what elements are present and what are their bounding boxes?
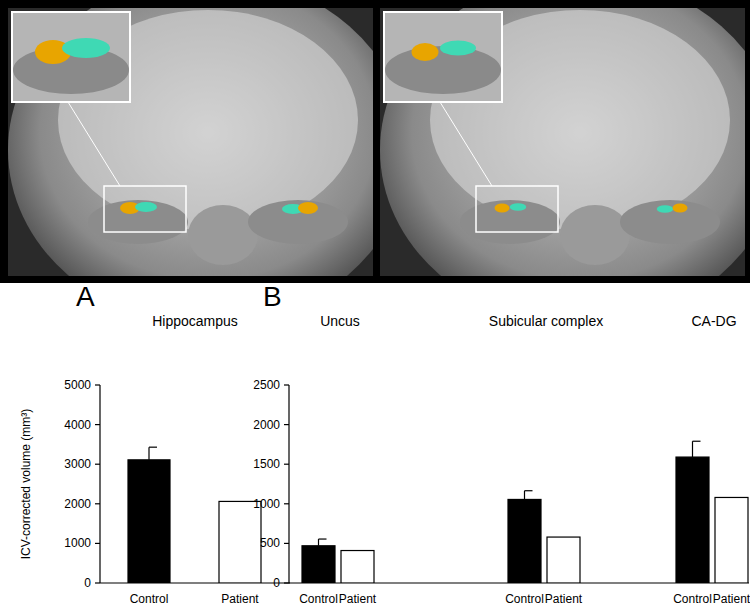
y-axis: 0 500 1000 1500 2000 2500 bbox=[253, 378, 289, 590]
y-tick bbox=[284, 582, 289, 583]
inset-orange bbox=[412, 43, 439, 61]
hippocampus-teal bbox=[657, 205, 674, 213]
y-tick-label: 4000 bbox=[64, 418, 91, 432]
temporal-lobe bbox=[88, 200, 188, 244]
connector bbox=[68, 102, 120, 186]
connector bbox=[440, 102, 492, 186]
y-tick bbox=[284, 503, 289, 504]
y-tick bbox=[95, 582, 100, 583]
hippocampus-teal bbox=[135, 202, 157, 212]
y-tick-label: 2000 bbox=[253, 418, 280, 432]
figure: AHippocampus010002000300040005000ICV-cor… bbox=[0, 0, 750, 607]
group-title: Subicular complex bbox=[489, 313, 603, 329]
bars bbox=[302, 441, 748, 583]
y-tick-label: 5000 bbox=[64, 378, 91, 392]
temporal-lobe bbox=[620, 200, 720, 244]
y-tick bbox=[284, 424, 289, 425]
white-matter bbox=[58, 10, 358, 230]
error-cap bbox=[149, 447, 157, 448]
error-cap bbox=[525, 490, 533, 491]
y-tick-label: 1500 bbox=[253, 457, 280, 471]
bars bbox=[128, 447, 261, 583]
mri-panel bbox=[380, 8, 745, 276]
inset-teal bbox=[440, 41, 476, 56]
y-axis-label: ICV-corrected volume (mm³) bbox=[19, 409, 33, 560]
y-tick bbox=[95, 464, 100, 465]
selection-box bbox=[476, 186, 558, 232]
x-tick-label: Patient bbox=[713, 592, 750, 606]
bar bbox=[219, 501, 261, 583]
x-tick-label: Patient bbox=[221, 592, 259, 606]
y-tick-label: 2500 bbox=[253, 378, 280, 392]
y-tick-label: 3000 bbox=[64, 457, 91, 471]
x-tick-label: Patient bbox=[545, 592, 583, 606]
y-tick-label: 2000 bbox=[64, 497, 91, 511]
brainstem bbox=[560, 205, 630, 265]
error-cap bbox=[319, 538, 327, 539]
x-tick-label: Control bbox=[505, 592, 544, 606]
y-tick bbox=[95, 424, 100, 425]
panel-label: B bbox=[263, 281, 282, 312]
hippocampus-orange bbox=[298, 202, 318, 214]
group-title: CA-DG bbox=[691, 313, 736, 329]
y-tick bbox=[284, 543, 289, 544]
y-axis-line bbox=[288, 385, 289, 583]
brain bbox=[380, 8, 745, 276]
y-tick-label: 1000 bbox=[64, 536, 91, 550]
y-tick-label: 0 bbox=[84, 576, 91, 590]
brainstem bbox=[188, 205, 258, 265]
hippocampus-teal bbox=[510, 203, 527, 211]
y-tick-label: 1000 bbox=[253, 497, 280, 511]
x-tick-label: Control bbox=[299, 592, 338, 606]
brain bbox=[8, 8, 373, 276]
bar bbox=[547, 537, 580, 583]
x-tick-label: Patient bbox=[339, 592, 377, 606]
inset-tissue bbox=[385, 46, 501, 94]
bar bbox=[341, 551, 374, 583]
y-tick-label: 0 bbox=[273, 576, 280, 590]
inset bbox=[384, 12, 502, 102]
bar bbox=[715, 497, 748, 583]
y-axis-line bbox=[99, 385, 100, 583]
error-bar bbox=[319, 539, 327, 546]
bar bbox=[676, 457, 709, 583]
error-bar bbox=[693, 441, 701, 457]
error-bar bbox=[149, 447, 157, 460]
error-line bbox=[692, 441, 693, 457]
y-tick bbox=[284, 464, 289, 465]
error-line bbox=[148, 447, 149, 460]
temporal-lobe bbox=[248, 200, 348, 244]
bar bbox=[508, 499, 541, 583]
chart-title: Hippocampus bbox=[152, 313, 238, 329]
error-cap bbox=[693, 441, 701, 442]
hippocampus-orange bbox=[495, 204, 510, 213]
mri-panel bbox=[8, 8, 373, 276]
bar bbox=[302, 546, 335, 583]
y-tick bbox=[95, 503, 100, 504]
error-bar bbox=[525, 491, 533, 500]
y-tick bbox=[284, 384, 289, 385]
temporal-lobe bbox=[460, 200, 560, 244]
error-line bbox=[524, 491, 525, 500]
y-tick bbox=[95, 543, 100, 544]
x-tick-label: Control bbox=[130, 592, 169, 606]
inset-teal bbox=[62, 38, 110, 58]
y-axis: 0 1000 2000 3000 4000 5000 ICV-corrected volum… bbox=[19, 378, 100, 590]
x-tick-label: Control bbox=[673, 592, 712, 606]
panel-label: A bbox=[76, 281, 95, 312]
y-tick bbox=[95, 384, 100, 385]
group-title: Uncus bbox=[320, 313, 360, 329]
inset bbox=[12, 12, 130, 102]
hippocampus-orange bbox=[673, 204, 688, 213]
selection-box bbox=[104, 186, 186, 232]
y-tick-label: 500 bbox=[260, 536, 280, 550]
bar bbox=[128, 460, 170, 583]
error-line bbox=[318, 539, 319, 546]
